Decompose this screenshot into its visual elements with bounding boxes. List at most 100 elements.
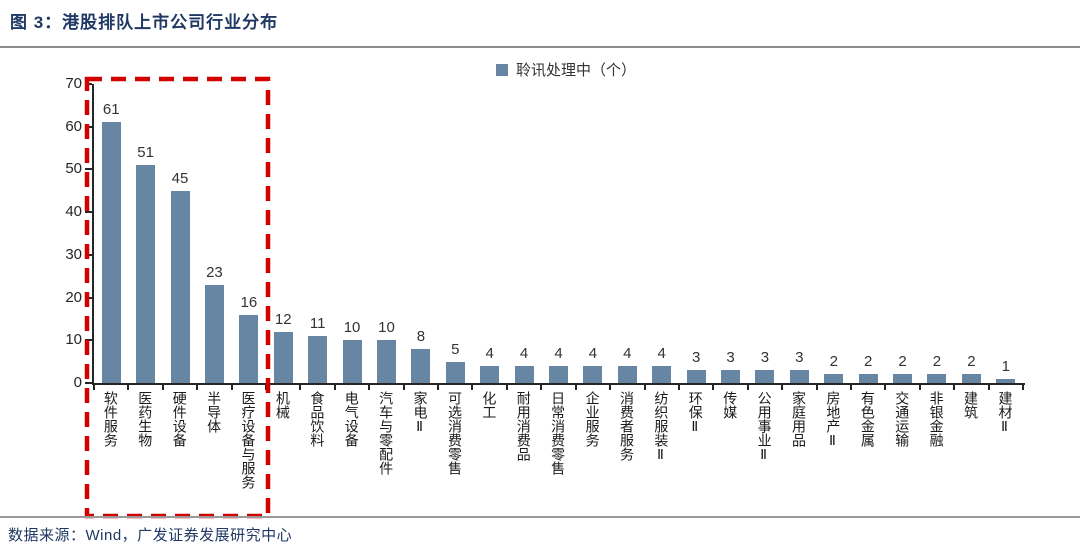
x-axis-category-label: 可选消费零售 [446, 391, 463, 475]
bar-value-label: 8 [416, 328, 426, 345]
x-axis-tick [574, 385, 577, 390]
y-axis-tick-label: 40 [65, 203, 82, 221]
x-axis-tick [402, 385, 405, 390]
x-axis-category-label: 非银金融 [928, 391, 945, 447]
x-axis-category-label: 日常消费零售 [550, 391, 567, 475]
bar [755, 370, 775, 383]
bar-value-label: 10 [343, 319, 361, 336]
bar [136, 165, 156, 383]
x-axis-category-label: 耐用消费品 [515, 391, 532, 461]
x-axis-tick [746, 385, 749, 390]
bar-value-label: 4 [554, 345, 563, 362]
figure-title: 图 3：港股排队上市公司行业分布 [10, 13, 279, 32]
bar [721, 370, 741, 383]
bar [996, 379, 1016, 383]
y-axis-tick-label: 60 [65, 117, 82, 135]
y-axis-tick [85, 168, 92, 171]
bar-value-label: 51 [137, 144, 154, 161]
bar-value-label: 4 [623, 345, 632, 362]
bar-value-label: 10 [378, 319, 395, 336]
legend-color-swatch [496, 63, 508, 76]
data-source-note: 数据来源：Wind，广发证券发展研究中心 [8, 527, 293, 544]
bar-value-label: 2 [898, 353, 907, 370]
bar-value-label: 3 [691, 349, 701, 366]
bar-value-label: 4 [519, 345, 529, 362]
bar-value-label: 2 [967, 353, 976, 370]
bar-value-label: 2 [829, 353, 838, 370]
x-axis-tick [299, 385, 302, 390]
bar [204, 285, 224, 383]
bar [617, 366, 637, 383]
x-axis-tick [849, 385, 852, 390]
bar-value-label: 45 [171, 170, 189, 187]
x-axis-tick [161, 385, 164, 390]
bar-value-label: 3 [726, 349, 735, 366]
y-axis-tick-label: 0 [73, 374, 82, 391]
x-axis-category-label: 电气设备 [343, 391, 360, 447]
x-axis-category-label: 环保Ⅱ [687, 391, 704, 435]
bar [893, 374, 913, 383]
x-axis-category-label: 房地产Ⅱ [825, 391, 842, 449]
bar-value-label: 3 [760, 349, 770, 366]
bar-value-label: 2 [863, 353, 873, 370]
x-axis-tick [437, 385, 440, 390]
x-axis-tick [265, 385, 268, 390]
x-axis-tick [815, 385, 818, 390]
x-axis-category-label: 企业服务 [584, 391, 601, 447]
bar [927, 374, 947, 383]
y-axis-tick [85, 125, 92, 128]
x-axis-tick [781, 385, 784, 390]
bar-value-label: 5 [451, 341, 460, 358]
x-axis-tick [1022, 385, 1024, 390]
bar [858, 374, 878, 383]
top-separator-line [0, 46, 1080, 48]
x-axis-tick [953, 385, 956, 390]
x-axis-tick [333, 385, 336, 390]
x-axis-category-label: 家电Ⅱ [412, 391, 429, 435]
bar [789, 370, 809, 383]
x-axis-tick [127, 385, 130, 390]
bar [686, 370, 706, 383]
x-axis-category-label: 汽车与零配件 [378, 391, 395, 475]
y-axis-tick [85, 253, 92, 256]
x-axis-tick [884, 385, 887, 390]
x-axis-category-label: 消费者服务 [618, 391, 635, 461]
x-axis-category-label: 半导体 [206, 391, 223, 433]
bar [170, 191, 190, 383]
x-axis-category-label: 医疗设备与服务 [240, 391, 257, 489]
x-axis-tick [368, 385, 371, 390]
x-axis-tick [643, 385, 646, 390]
bar [308, 336, 328, 383]
bar [445, 362, 465, 383]
bar [549, 366, 568, 383]
chart-legend: 聆讯处理中（个） [496, 59, 636, 80]
bar-value-label: 2 [932, 353, 942, 370]
bar [480, 366, 500, 383]
x-axis-tick [918, 385, 921, 390]
x-axis-tick [230, 385, 233, 390]
x-axis-tick [196, 385, 199, 390]
x-axis-category-label: 家庭用品 [791, 391, 808, 447]
x-axis-category-label: 公用事业Ⅱ [756, 391, 773, 463]
x-axis-category-label: 建材Ⅱ [997, 391, 1014, 435]
bar [342, 340, 362, 383]
y-axis-tick-label: 50 [65, 160, 82, 178]
bar [273, 332, 293, 383]
x-axis-category-label: 建筑 [963, 391, 980, 419]
bar [514, 366, 534, 383]
bar [239, 315, 259, 383]
x-axis-category-label: 有色金属 [859, 391, 876, 447]
x-axis-category-label: 软件服务 [102, 391, 119, 447]
x-axis-tick [540, 385, 543, 390]
bar-value-label: 4 [657, 345, 666, 362]
x-axis-category-label: 食品饮料 [309, 391, 326, 447]
x-axis-category-label: 化工 [481, 391, 498, 419]
x-axis-tick [471, 385, 474, 390]
y-axis-tick [85, 339, 92, 342]
y-axis-tick [85, 83, 92, 85]
bar-value-label: 61 [102, 101, 120, 118]
y-axis-tick [85, 382, 92, 384]
y-axis-tick [85, 211, 92, 214]
